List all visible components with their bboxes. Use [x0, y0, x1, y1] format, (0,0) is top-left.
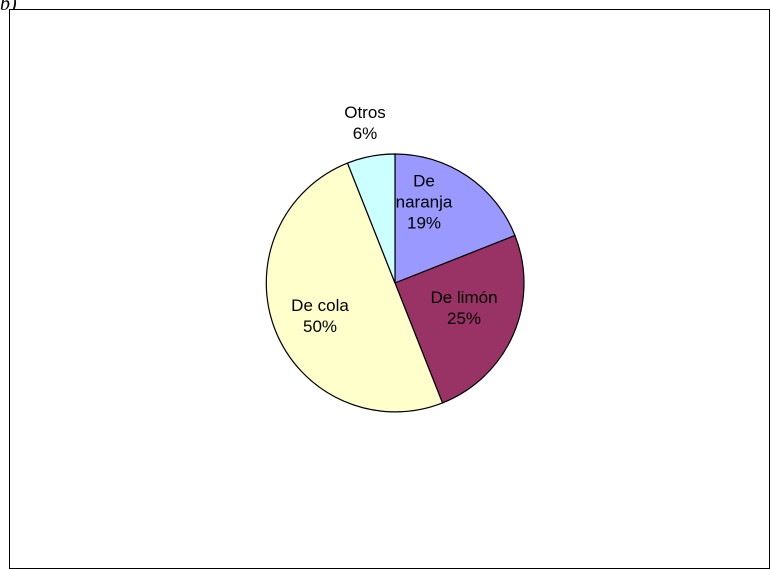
slice-label: De cola: [291, 296, 349, 315]
pie-chart: De naranja 19% De limón 25% De cola 50% Otros 6%: [265, 103, 525, 413]
slice-label: 50%: [303, 317, 337, 336]
slice-label: De: [413, 171, 435, 190]
slice-label: De limón: [430, 288, 497, 307]
slice-label: 19%: [407, 213, 441, 232]
slice-label: 6%: [353, 124, 378, 143]
pie-slice-de-naranja: [394, 153, 516, 284]
slice-label: Otros: [344, 103, 386, 122]
pie-slice-de-limón: [394, 234, 525, 404]
slice-label: 25%: [447, 309, 481, 328]
pie-slice-de-cola: [265, 162, 444, 413]
pie-slice-otros: [346, 153, 396, 284]
slice-label: naranja: [396, 192, 453, 211]
